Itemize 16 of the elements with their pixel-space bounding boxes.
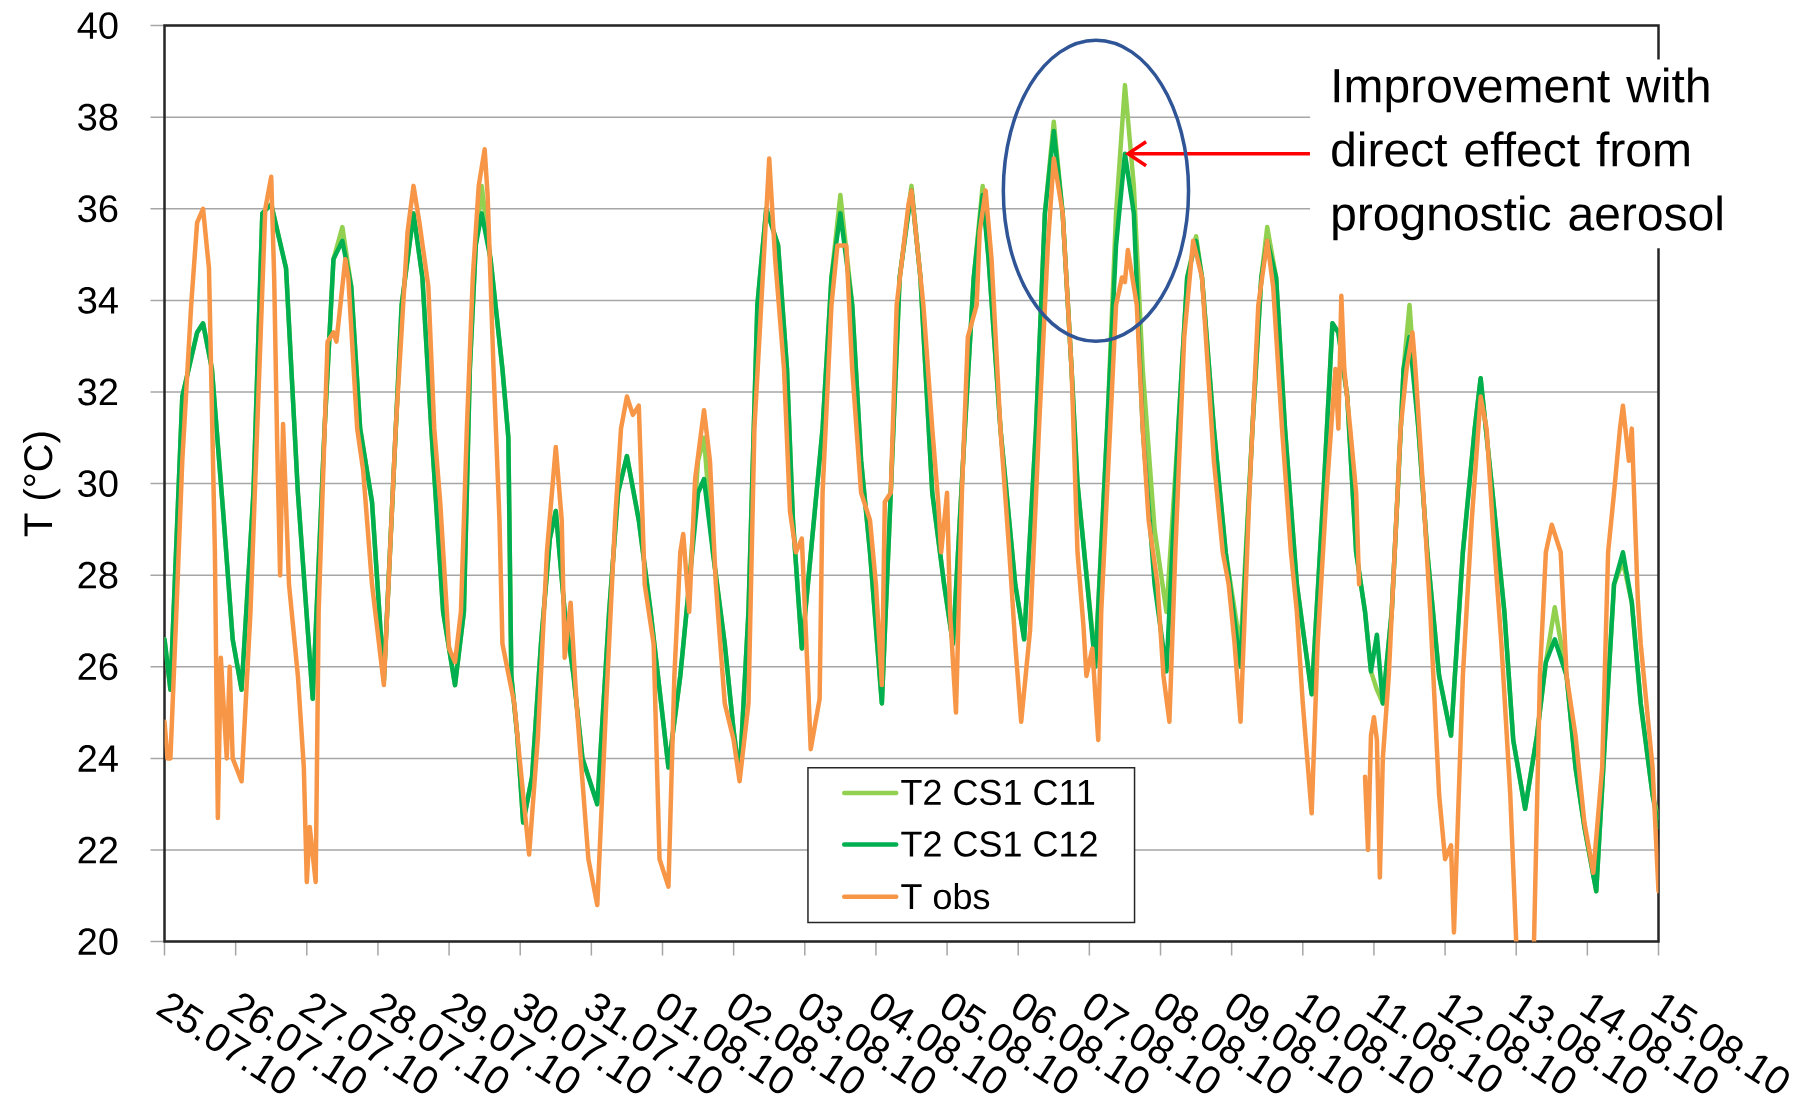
y-tick-label: 34 bbox=[78, 286, 118, 314]
y-tick-label: 28 bbox=[78, 561, 118, 589]
annotation: Improvement with direct effect from prognostic aerosol bbox=[1332, 67, 1722, 241]
legend-label: T2 CS1 C12 bbox=[901, 831, 1097, 857]
legend-label: T2 CS1 C11 bbox=[901, 779, 1095, 806]
y-tick-label: 32 bbox=[78, 378, 118, 406]
y-tick-label: 38 bbox=[78, 103, 118, 131]
y-tick-label: 30 bbox=[78, 470, 118, 498]
y-axis-title: T (°C) bbox=[23, 432, 61, 537]
legend-label: T obs bbox=[901, 882, 990, 910]
y-tick-label: 26 bbox=[78, 653, 118, 681]
y-tick-label: 36 bbox=[78, 195, 118, 223]
y-tick-label: 24 bbox=[78, 745, 118, 772]
y-tick-label: 20 bbox=[78, 928, 118, 956]
y-tick-label: 40 bbox=[77, 12, 118, 40]
y-tick-label: 22 bbox=[78, 836, 118, 864]
